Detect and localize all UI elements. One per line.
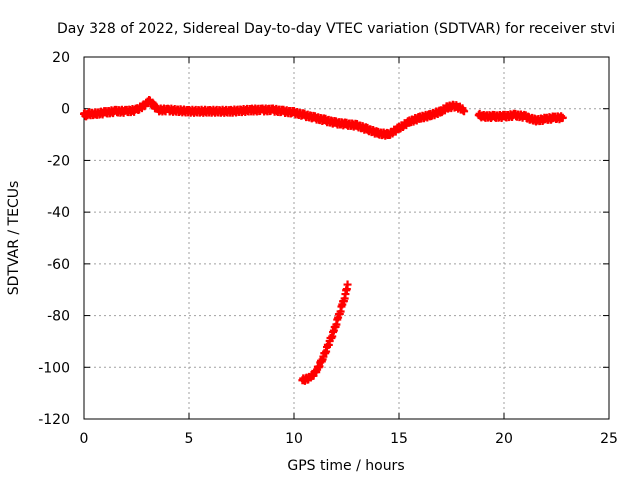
y-axis-title: SDTVAR / TECUs	[6, 181, 22, 296]
y-tick-label: 0	[61, 102, 70, 118]
axis-ticks	[83, 56, 610, 420]
y-tick-label: -20	[47, 153, 70, 169]
x-axis-title: GPS time / hours	[287, 458, 404, 474]
chart-title: Day 328 of 2022, Sidereal Day-to-day VTE…	[57, 21, 615, 37]
data-point	[460, 107, 469, 116]
x-tick-label: 10	[285, 431, 303, 447]
y-tick-label: -100	[38, 360, 70, 376]
y-tick-label: -40	[47, 205, 70, 221]
x-tick-label: 5	[185, 431, 194, 447]
x-tick-label: 0	[80, 431, 89, 447]
data-point	[558, 113, 567, 122]
plot-frame	[83, 56, 610, 420]
y-tick-label: -60	[47, 257, 70, 273]
data-point	[343, 280, 352, 289]
y-tick-label: 20	[52, 50, 70, 66]
x-tick-label: 15	[390, 431, 408, 447]
data-segment	[474, 109, 567, 126]
x-tick-label: 25	[600, 431, 618, 447]
y-tick-label: -120	[38, 412, 70, 428]
y-tick-label: -80	[47, 309, 70, 325]
axis-tick-labels: 0 5 10 15 20 25 -120 -100 -80 -60 -40 -20 0 20	[38, 50, 618, 447]
x-tick-label: 20	[495, 431, 513, 447]
data-segment	[80, 95, 469, 140]
data-points	[80, 95, 567, 385]
data-segment	[298, 280, 352, 385]
